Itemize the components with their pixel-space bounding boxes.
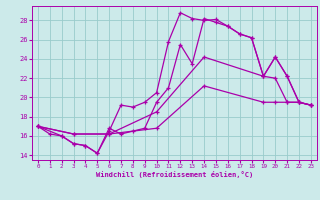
X-axis label: Windchill (Refroidissement éolien,°C): Windchill (Refroidissement éolien,°C)	[96, 171, 253, 178]
